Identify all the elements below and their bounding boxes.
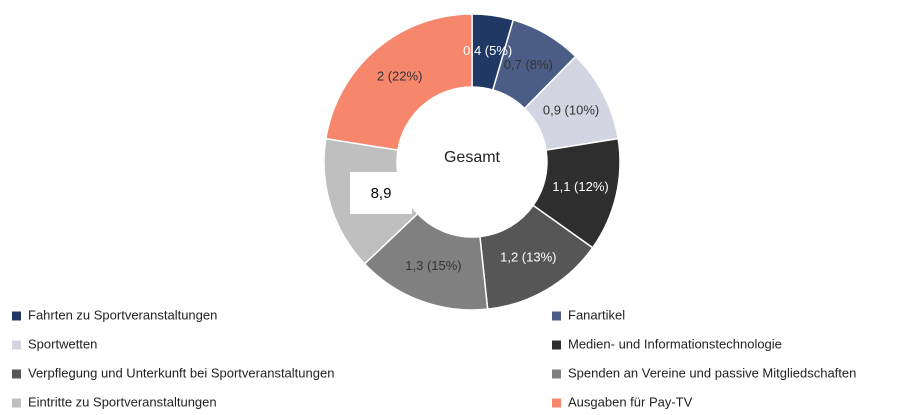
data-label: 1,3 (15%)	[405, 258, 461, 273]
legend-label: Eintritte zu Sportveranstaltungen	[28, 394, 217, 409]
donut-slice	[325, 13, 473, 151]
total-label: 8,9	[371, 185, 392, 202]
data-label: 2 (22%)	[377, 69, 423, 84]
center-label: Gesamt	[444, 149, 501, 166]
legend-swatch	[552, 340, 561, 350]
legend-swatch	[12, 340, 21, 350]
legend-label: Verpflegung und Unterkunft bei Sportvera…	[28, 365, 334, 380]
legend-swatch	[12, 398, 21, 408]
data-label: 0,7 (8%)	[504, 57, 553, 72]
legend-label: Sportwetten	[28, 336, 97, 351]
data-label: 1,1 (12%)	[552, 179, 608, 194]
legend-label: Fanartikel	[568, 307, 625, 322]
legend-swatch	[552, 311, 561, 321]
legend-swatch	[552, 398, 561, 408]
legend-swatch	[552, 369, 561, 379]
legend-label: Fahrten zu Sportveranstaltungen	[28, 307, 217, 322]
total-box	[350, 172, 412, 214]
legend-swatch	[12, 311, 21, 321]
legend-label: Spenden an Vereine und passive Mitglieds…	[568, 365, 856, 380]
legend-swatch	[12, 369, 21, 379]
legend-label: Medien- und Informationstechnologie	[568, 336, 782, 351]
data-label: 1,2 (13%)	[500, 250, 556, 265]
data-label: 0,9 (10%)	[543, 102, 599, 117]
data-label: 0,4 (5%)	[463, 43, 512, 58]
legend-label: Ausgaben für Pay-TV	[568, 394, 693, 409]
